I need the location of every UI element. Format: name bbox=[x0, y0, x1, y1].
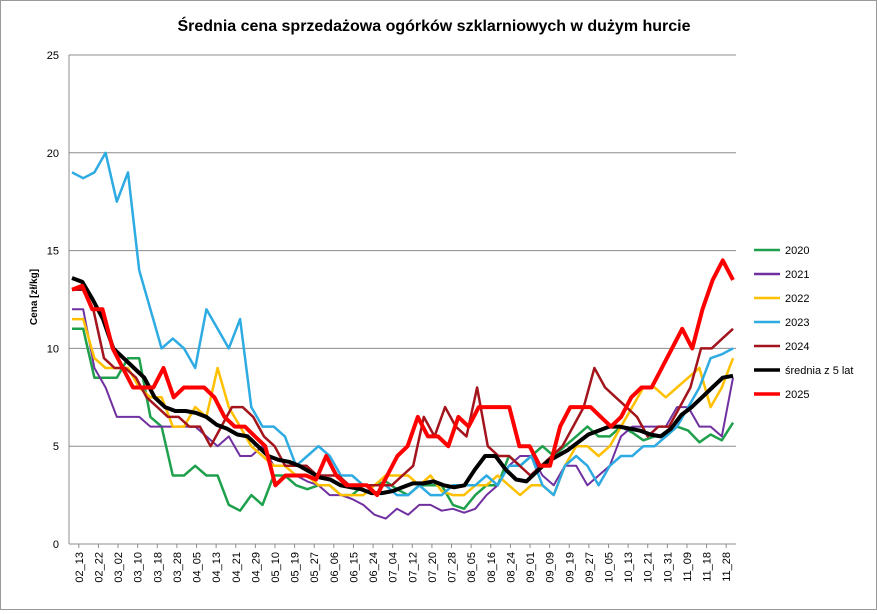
series-line-4 bbox=[72, 288, 734, 487]
x-tick-label: 05_27 bbox=[309, 552, 321, 583]
x-tick-label: 10_21 bbox=[643, 552, 655, 583]
x-tick-label: 06_24 bbox=[368, 552, 380, 583]
x-tick-label: 09_09 bbox=[545, 552, 557, 583]
x-tick-label: 10_31 bbox=[662, 552, 674, 583]
y-tick-label: 5 bbox=[53, 441, 59, 453]
x-tick-label: 10_13 bbox=[623, 552, 635, 583]
y-tick-label: 10 bbox=[47, 343, 59, 355]
x-tick-label: 08_05 bbox=[466, 552, 478, 583]
y-axis-label: Cena [zł/kg] bbox=[29, 269, 40, 325]
y-tick-label: 15 bbox=[47, 246, 59, 258]
x-tick-label: 03_18 bbox=[152, 552, 164, 583]
legend-label: 2023 bbox=[785, 317, 809, 329]
axes bbox=[68, 55, 736, 545]
y-tick-label: 20 bbox=[47, 148, 59, 160]
y-tick-label: 0 bbox=[53, 539, 59, 551]
legend-label: średnia z 5 lat bbox=[785, 365, 853, 377]
chart-title: Średnia cena sprzedażowa ogórków szklarn… bbox=[177, 16, 690, 35]
x-tick-label: 02_22 bbox=[93, 552, 105, 583]
x-tick-label: 11_18 bbox=[702, 552, 714, 582]
x-tick-label: 06_15 bbox=[348, 552, 360, 583]
legend-label: 2020 bbox=[785, 245, 809, 257]
legend-label: 2022 bbox=[785, 293, 809, 305]
x-tick-label: 03_28 bbox=[172, 552, 184, 583]
y-tick-labels: 0 5 10 15 20 25 bbox=[47, 50, 59, 551]
series-line-3 bbox=[71, 151, 734, 497]
x-tick-label: 09_27 bbox=[584, 552, 596, 583]
x-tick-labels: 02_13 02_22 03_02 03_10 03_18 03_28 04_05 04_13… bbox=[74, 544, 733, 583]
x-tick-label: 06_06 bbox=[329, 552, 341, 583]
x-tick-label: 07_28 bbox=[447, 552, 459, 583]
series-lines bbox=[71, 151, 735, 520]
x-tick-label: 04_21 bbox=[231, 552, 243, 583]
x-tick-label: 03_10 bbox=[133, 552, 145, 583]
legend: 2020 2021 2022 2023 2024 średnia z 5 lat 2025 bbox=[754, 245, 853, 401]
x-tick-label: 07_20 bbox=[427, 552, 439, 583]
x-tick-label: 09_19 bbox=[564, 552, 576, 583]
x-tick-label: 03_02 bbox=[113, 552, 125, 583]
x-tick-label: 04_29 bbox=[250, 552, 262, 583]
legend-label: 2025 bbox=[785, 389, 809, 401]
grid-lines bbox=[69, 54, 736, 447]
series-line-5 bbox=[71, 276, 734, 496]
x-tick-label: 07_12 bbox=[407, 552, 419, 583]
legend-label: 2021 bbox=[785, 269, 809, 281]
x-tick-label: 08_24 bbox=[505, 552, 517, 583]
x-tick-label: 05_10 bbox=[270, 552, 282, 583]
series-line-6 bbox=[71, 258, 735, 498]
legend-label: 2024 bbox=[785, 341, 809, 353]
x-tick-label: 04_05 bbox=[192, 552, 204, 583]
x-tick-label: 07_04 bbox=[388, 552, 400, 583]
y-tick-label: 25 bbox=[47, 50, 59, 62]
x-tick-label: 11_28 bbox=[721, 552, 733, 582]
x-tick-label: 05_19 bbox=[290, 552, 302, 583]
x-tick-label: 11_09 bbox=[682, 552, 694, 582]
x-tick-label: 08_16 bbox=[486, 552, 498, 583]
x-tick-label: 09_01 bbox=[525, 552, 537, 583]
x-tick-label: 04_13 bbox=[211, 552, 223, 583]
x-tick-label: 02_13 bbox=[74, 552, 86, 583]
x-tick-label: 10_05 bbox=[603, 552, 615, 583]
